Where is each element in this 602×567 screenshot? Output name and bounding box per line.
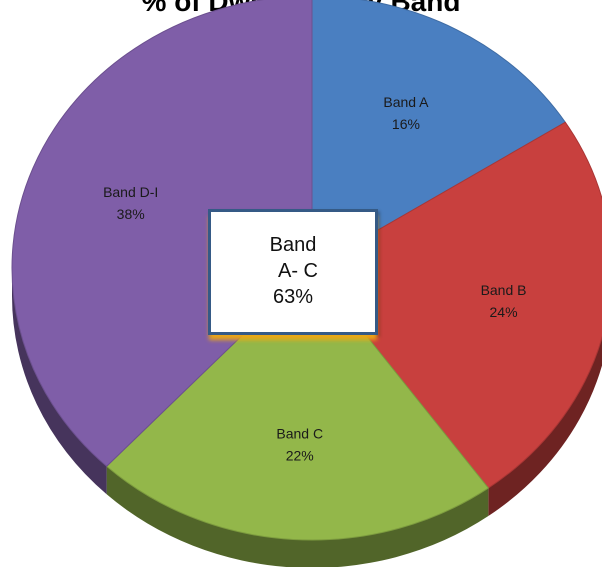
slice-label-band-a: Band A 16% bbox=[383, 94, 429, 132]
slice-band-b bbox=[311, 121, 602, 489]
slice-band-a bbox=[311, 0, 567, 269]
callout-line-3: 63% bbox=[272, 286, 314, 308]
slice-band-d-i bbox=[11, 0, 313, 467]
pie-slices bbox=[11, 0, 602, 541]
band-a-c-callout: Band A- C 63% bbox=[208, 209, 378, 335]
callout-line-1: Band bbox=[269, 234, 317, 256]
slice-side-band-b bbox=[488, 337, 602, 517]
slice-side-band-d-i bbox=[12, 268, 107, 495]
slice-band-c bbox=[105, 267, 490, 541]
pie-labels: Band A 16% Band B 24% Band C 22% Band D-I 38% bbox=[103, 94, 526, 463]
pie-depth bbox=[12, 268, 602, 567]
slice-label-band-c: Band C 22% bbox=[276, 425, 323, 463]
slice-side-band-c bbox=[106, 466, 489, 567]
slice-label-band-d-i: Band D-I 38% bbox=[103, 184, 158, 222]
slice-label-band-b: Band B 24% bbox=[481, 282, 527, 320]
callout-line-2: A- C bbox=[278, 260, 318, 282]
